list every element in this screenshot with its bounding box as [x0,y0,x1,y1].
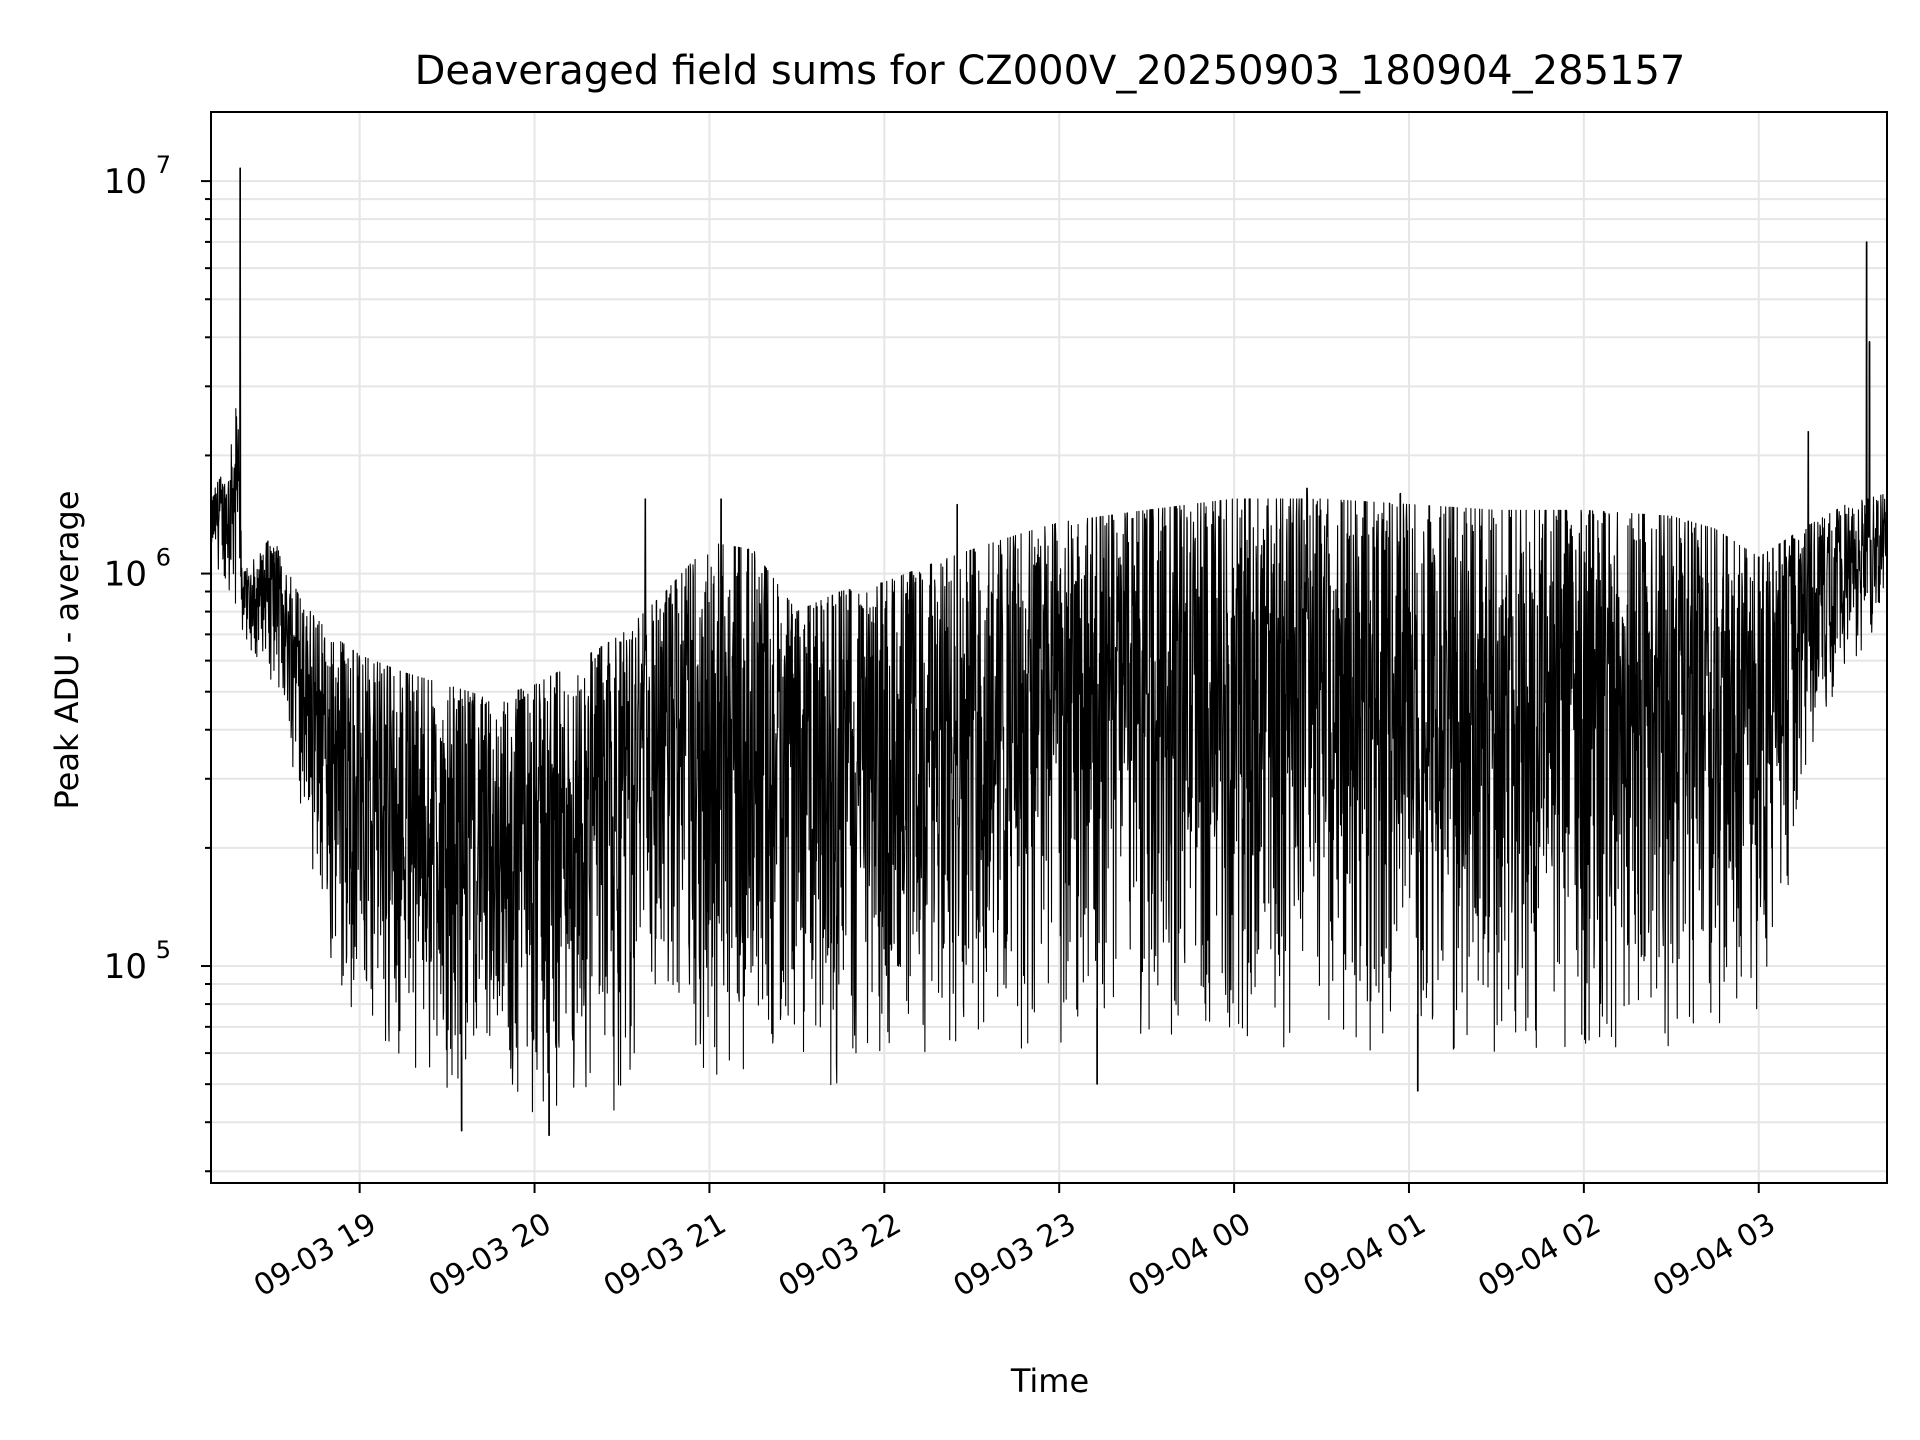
data-series [210,167,1888,1137]
y-tick-exponent: 7 [156,151,171,179]
y-tick-label: 10 [104,555,147,595]
plot-frame [210,111,1888,1184]
y-tick-exponent: 6 [156,544,171,572]
x-axis-label: Time [1010,1362,1089,1400]
y-tick-exponent: 5 [156,936,171,964]
chart-title: Deaveraged field sums for CZ000V_2025090… [415,48,1686,94]
y-tick-label: 10 [104,947,147,987]
series-line [210,167,1888,1137]
y-tick-label: 10 [104,162,147,202]
y-axis-label: Peak ADU - average [48,491,86,810]
